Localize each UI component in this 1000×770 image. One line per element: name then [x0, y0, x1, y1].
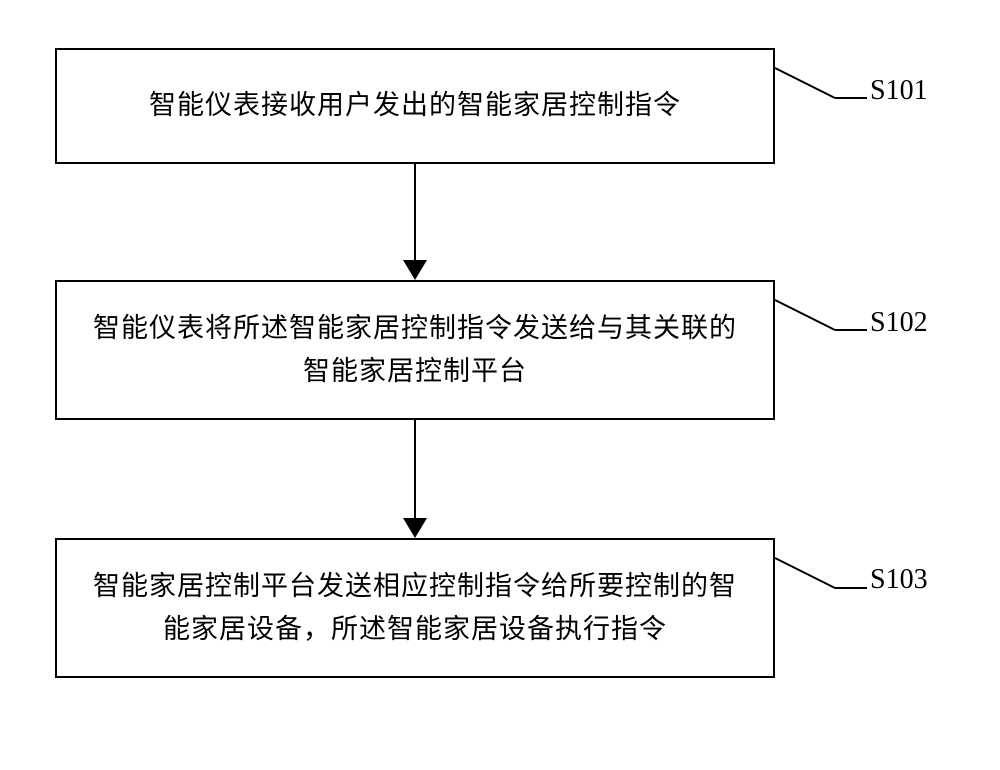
- arrow-head-icon: [403, 518, 427, 538]
- label-connector-s101: [775, 68, 870, 108]
- step-text-s101: 智能仪表接收用户发出的智能家居控制指令: [149, 84, 681, 127]
- step-label-s103: S103: [870, 564, 928, 596]
- step-box-s102: 智能仪表将所述智能家居控制指令发送给与其关联的智能家居控制平台: [55, 280, 775, 420]
- step-box-s101: 智能仪表接收用户发出的智能家居控制指令: [55, 48, 775, 164]
- arrow-2: [55, 420, 775, 538]
- step-label-s101: S101: [870, 75, 928, 107]
- label-connector-s102: [775, 300, 870, 340]
- step-label-s102: S102: [870, 307, 928, 339]
- step-box-s103: 智能家居控制平台发送相应控制指令给所要控制的智能家居设备，所述智能家居设备执行指…: [55, 538, 775, 678]
- step-text-s103: 智能家居控制平台发送相应控制指令给所要控制的智能家居设备，所述智能家居设备执行指…: [81, 565, 749, 651]
- label-connector-s103: [775, 558, 870, 598]
- arrow-head-icon: [403, 260, 427, 280]
- step-text-s102: 智能仪表将所述智能家居控制指令发送给与其关联的智能家居控制平台: [81, 307, 749, 393]
- arrow-1: [55, 164, 775, 280]
